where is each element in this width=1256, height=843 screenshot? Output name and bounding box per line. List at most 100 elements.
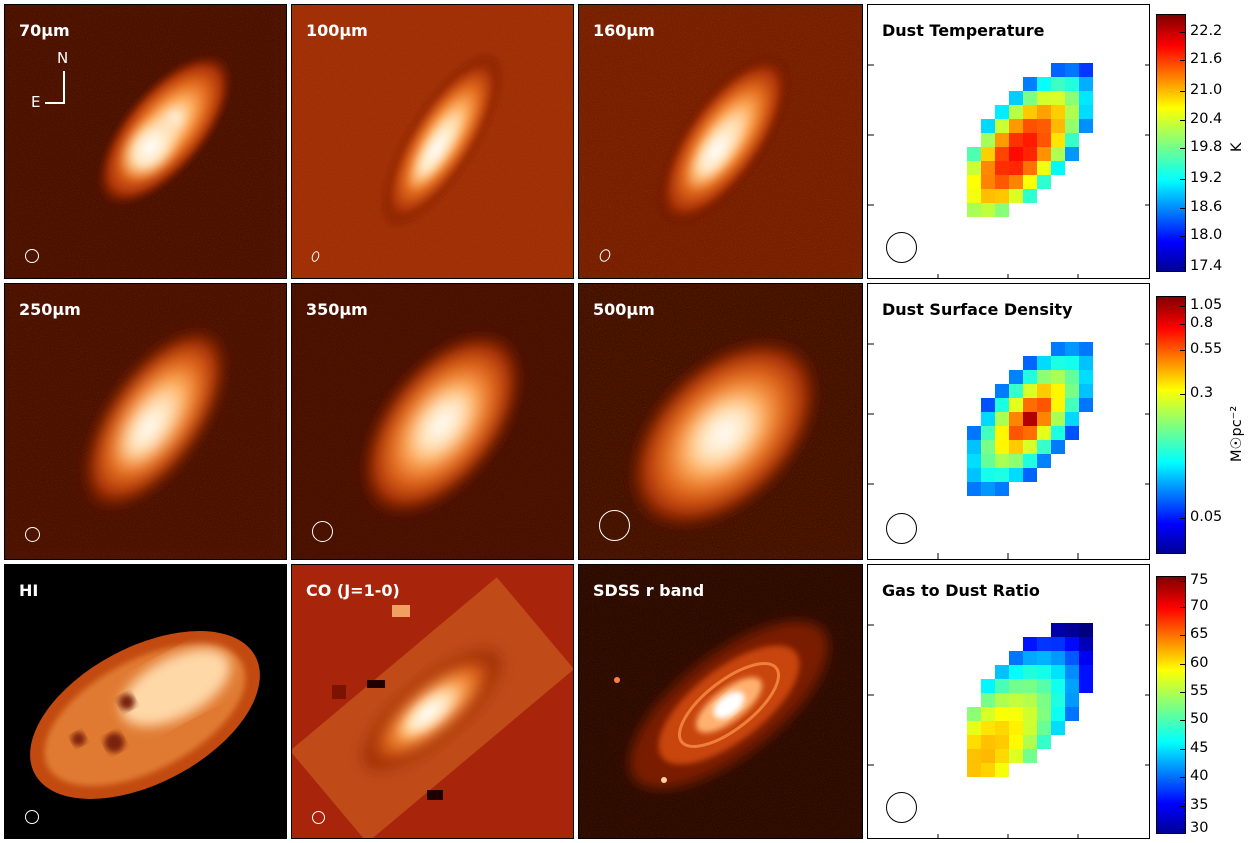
- map-pixel: [1037, 384, 1051, 398]
- map-pixel: [1023, 398, 1037, 412]
- map-pixel: [981, 763, 995, 777]
- panel-label: HI: [19, 581, 39, 600]
- map-pixel: [1037, 454, 1051, 468]
- map-pixel: [1009, 693, 1023, 707]
- panel-label: 500μm: [593, 300, 655, 319]
- map-pixel: [1051, 679, 1065, 693]
- map-pixel: [981, 468, 995, 482]
- map-pixel: [1009, 665, 1023, 679]
- map-pixel: [1079, 623, 1093, 637]
- map-pixel: [1079, 63, 1093, 77]
- map-pixel: [1037, 161, 1051, 175]
- panel-160um-image: [579, 5, 862, 278]
- map-pixel: [1023, 356, 1037, 370]
- map-pixel: [1051, 370, 1065, 384]
- colorbar-tick-label: 45: [1190, 739, 1209, 756]
- map-pixel: [1009, 147, 1023, 161]
- panel-hi-image: [5, 565, 286, 838]
- panel-100um-image: [292, 5, 573, 278]
- beam-marker: [886, 513, 917, 544]
- map-pixel: [1009, 119, 1023, 133]
- map-pixel: [1009, 133, 1023, 147]
- map-pixel: [995, 693, 1009, 707]
- map-pixel: [1037, 679, 1051, 693]
- colorbar-tick-label: 18.6: [1190, 198, 1223, 215]
- panel-gas-to-dust-ratio: Gas to Dust Ratio: [867, 564, 1150, 839]
- map-pixel: [1051, 721, 1065, 735]
- panel-label: Dust Temperature: [882, 21, 1045, 40]
- map-pixel: [1065, 384, 1079, 398]
- map-pixel: [995, 398, 1009, 412]
- beam-marker: [312, 521, 333, 542]
- map-pixel: [1051, 637, 1065, 651]
- map-pixel: [1023, 384, 1037, 398]
- map-pixel: [995, 203, 1009, 217]
- map-pixel: [1023, 454, 1037, 468]
- map-pixel: [981, 440, 995, 454]
- map-pixel: [1037, 77, 1051, 91]
- map-pixel: [1051, 105, 1065, 119]
- panel-label: 100μm: [306, 21, 368, 40]
- map-pixel: [1037, 119, 1051, 133]
- map-pixel: [1037, 707, 1051, 721]
- map-pixel: [1065, 105, 1079, 119]
- map-pixel: [1023, 105, 1037, 119]
- map-pixel: [995, 133, 1009, 147]
- map-pixel: [1037, 651, 1051, 665]
- colorbar-tick-mark: [1180, 60, 1186, 62]
- map-pixel: [1009, 412, 1023, 426]
- map-pixel: [1065, 398, 1079, 412]
- map-pixel: [1023, 665, 1037, 679]
- map-pixel: [1079, 342, 1093, 356]
- map-pixel: [995, 161, 1009, 175]
- map-pixel: [1023, 721, 1037, 735]
- colorbar-tick-mark: [1180, 306, 1186, 308]
- north-label: N: [57, 49, 69, 67]
- map-pixel: [1079, 398, 1093, 412]
- panel-100um: 100μm: [291, 4, 574, 279]
- map-pixel: [995, 679, 1009, 693]
- map-pixel: [967, 482, 981, 496]
- colorbar-tick-mark: [1180, 32, 1186, 34]
- colorbar-tick-label: 0.55: [1190, 341, 1223, 358]
- map-pixel: [1009, 161, 1023, 175]
- map-pixel: [1051, 665, 1065, 679]
- map-pixel: [1037, 370, 1051, 384]
- map-pixel: [1065, 426, 1079, 440]
- colorbar-tick-label: 60: [1190, 654, 1209, 671]
- beam-marker: [599, 510, 630, 541]
- map-pixel: [1051, 384, 1065, 398]
- map-pixel: [1023, 749, 1037, 763]
- colorbar-tick-mark: [1180, 581, 1186, 583]
- map-pixel: [1051, 91, 1065, 105]
- colorbar-tick-label: 40: [1190, 768, 1209, 785]
- panel-sdss-image: [579, 565, 862, 838]
- colorbar-tick-mark: [1180, 235, 1186, 237]
- map-pixel: [1051, 623, 1065, 637]
- map-pixel: [967, 440, 981, 454]
- map-pixel: [967, 147, 981, 161]
- map-pixel: [1023, 637, 1037, 651]
- map-pixel: [967, 707, 981, 721]
- colorbar-tick-label: 55: [1190, 683, 1209, 700]
- panel-350um-image: [292, 284, 573, 559]
- colorbar-tick-label: 70: [1190, 597, 1209, 614]
- map-pixel: [995, 665, 1009, 679]
- map-pixel: [1009, 651, 1023, 665]
- colorbar-tick-mark: [1180, 692, 1186, 694]
- colorbar-tick-label: 50: [1190, 711, 1209, 728]
- map-pixel: [1079, 679, 1093, 693]
- map-pixel: [967, 763, 981, 777]
- panel-500um-image: [579, 284, 862, 559]
- colorbar-tick-label: 0.3: [1190, 385, 1214, 402]
- map-pixel: [1037, 637, 1051, 651]
- colorbar-tick-mark: [1180, 394, 1186, 396]
- north-arrow-icon: [63, 71, 65, 103]
- map-pixel: [967, 749, 981, 763]
- colorbar-tick-label: 1.05: [1190, 297, 1223, 314]
- panel-label: SDSS r band: [593, 581, 705, 600]
- map-pixel: [981, 203, 995, 217]
- map-pixel: [1023, 426, 1037, 440]
- map-pixel: [1065, 693, 1079, 707]
- map-pixel: [1023, 119, 1037, 133]
